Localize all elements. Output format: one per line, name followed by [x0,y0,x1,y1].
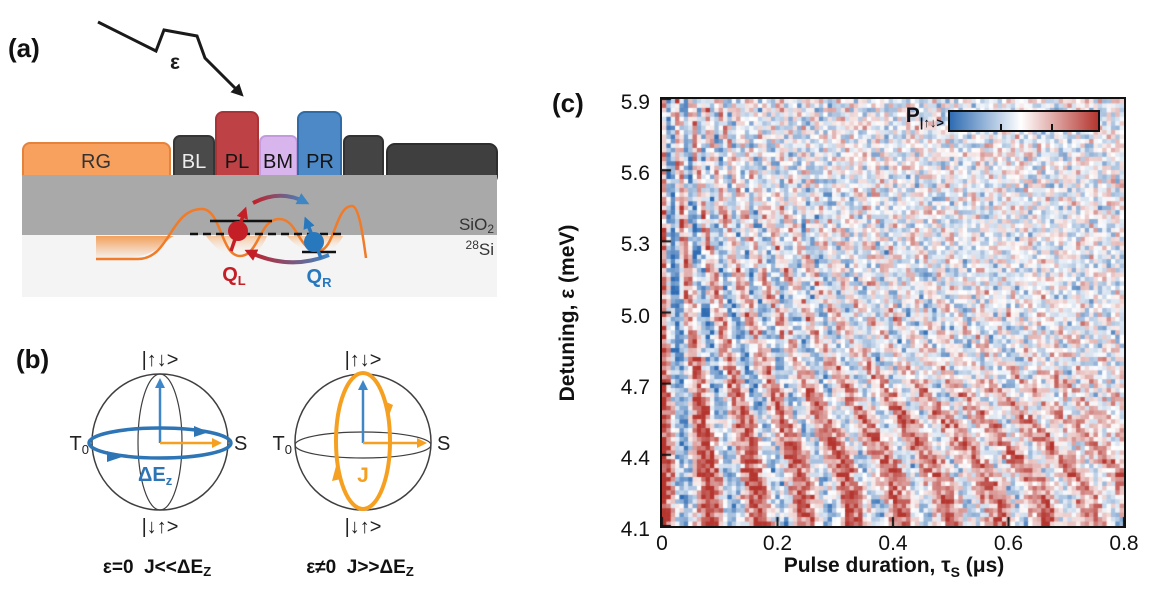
x-axis-tick-label: 0.2 [762,532,793,555]
reservoir-shading [96,236,174,259]
gate-pl [215,111,259,185]
x-axis-tick-label: 0.6 [993,532,1024,555]
gate-bm-label: BM [263,151,293,173]
panel-b-label: (b) [16,344,49,374]
meridian-rotation-ellipse [334,371,392,511]
qubit-left-label: QL [222,264,246,288]
gate-pr-label: PR [306,151,334,173]
gate-rg-label: RG [81,151,111,173]
gate-pr [297,111,342,185]
gate-pl-label: PL [225,151,249,173]
y-axis-title: Detuning, ε (meV) [556,224,579,402]
oxide-label: SiO2 [459,215,494,236]
substrate-label: 28Si [466,238,494,259]
panel-a-label: (a) [8,33,40,63]
state-label-t0: T0 [70,433,89,457]
rotation-arrowhead-left [332,466,341,481]
x-axis-tick-label: 0 [656,532,668,555]
colorbar-tick [1000,124,1003,130]
state-label-top: |↑↓> [345,349,382,371]
heatmap-canvas [662,99,1124,526]
x-axis-title: Pulse duration, τS (μs) [783,554,1005,581]
bloch-sphere-left: |↑↓> |↓↑> T0 S ΔEz ε=0 J<<ΔEZ [70,349,248,579]
y-axis-tick-label: 5.6 [620,162,650,186]
rotation-label-j: J [357,464,369,487]
bloch-sphere-right: |↑↓> |↓↑> T0 S J ε≠0 J>>ΔEZ [273,349,451,579]
qubit-right-label: QR [307,266,333,290]
equator-rotation-ellipse [87,426,233,460]
x-axis-tick-label: 0.8 [1109,532,1139,555]
state-label-top: |↑↓> [142,349,179,371]
state-label-s: S [437,433,450,455]
colorbar-label: P|↑↓> [905,104,944,131]
caption-right: ε≠0 J>>ΔEZ [306,557,414,579]
oxide-layer [22,175,497,235]
caption-left: ε=0 J<<ΔEZ [103,557,211,579]
rotation-arrowhead-bottom [107,451,122,462]
tunnel-arrow-top [252,193,310,205]
detuning-pulse-arrow [97,20,244,97]
colorbar-tick [1050,124,1053,130]
rotation-arrowhead-top [194,426,209,437]
state-label-bottom: |↓↑> [345,516,382,538]
panel-c-label: (c) [552,88,584,118]
panel-b-bloch-spheres: (b) |↑↓> |↓↑> T0 S ΔEz ε=0 J<<ΔEZ [16,344,451,579]
y-axis-tick-label: 4.4 [620,446,650,470]
y-axis-tick-label: 5.3 [620,233,650,257]
y-axis-tick-label: 4.1 [620,518,650,541]
heatmap-plot: P|↑↓> [660,97,1126,528]
panel-a-device-schematic: (a) ε RG BL PL BM PR [8,20,498,297]
rotation-arrowhead-right [384,401,393,418]
state-label-t0: T0 [273,433,292,457]
gate-bl-label: BL [182,151,206,173]
colorbar [948,110,1100,132]
gate-stack: RG BL PL BM PR [22,111,498,185]
y-axis-tick-label: 4.7 [620,375,650,399]
qubit-right-dot [304,232,324,252]
state-label-bottom: |↓↑> [142,516,179,538]
x-axis-tick-label: 0.4 [878,532,908,555]
y-axis-tick-label: 5.0 [620,304,650,328]
rotation-label-dez: ΔEz [138,464,173,488]
qubit-left-dot [228,221,248,241]
detuning-pulse-label: ε [170,51,180,74]
y-axis-tick-label: 5.9 [620,91,650,114]
state-label-s: S [234,433,247,455]
